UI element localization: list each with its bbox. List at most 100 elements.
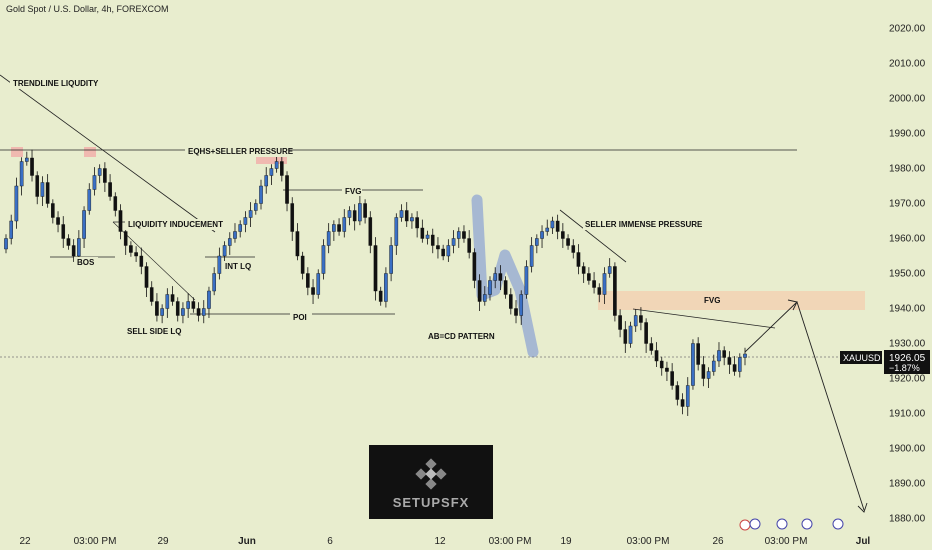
event-flag-icon bbox=[832, 518, 844, 530]
candle-bull bbox=[633, 315, 638, 327]
candle-bear bbox=[71, 245, 76, 257]
candle-bull bbox=[389, 245, 393, 274]
x-tick-label: Jul bbox=[856, 536, 871, 547]
candle-bear bbox=[337, 224, 341, 232]
candle-bull bbox=[358, 203, 362, 222]
candle-bear bbox=[587, 273, 591, 281]
label-bos: BOS bbox=[77, 258, 95, 267]
candle-bull bbox=[40, 182, 45, 197]
candle-bull bbox=[9, 220, 14, 239]
candle-bull bbox=[233, 231, 237, 239]
candle-bear bbox=[51, 203, 55, 218]
candle-bull bbox=[201, 308, 206, 316]
candle-bear bbox=[66, 238, 71, 246]
watermark-text: SETUPSFX bbox=[393, 495, 470, 510]
candle-bull bbox=[706, 371, 711, 379]
candle-bear bbox=[555, 220, 560, 232]
label-seller-pressure: SELLER IMMENSE PRESSURE bbox=[585, 220, 703, 229]
label-fvg-2: FVG bbox=[704, 296, 720, 305]
candle-bear bbox=[722, 350, 726, 358]
candle-bull bbox=[347, 210, 352, 218]
label-int-lq: INT LQ bbox=[225, 262, 251, 271]
candle-bear bbox=[61, 224, 66, 239]
label-trendline-liquidity: TRENDLINE LIQUDITY bbox=[13, 79, 99, 88]
chart-title: Gold Spot / U.S. Dollar, 4h, FOREXCOM bbox=[6, 4, 169, 14]
candle-bear bbox=[280, 161, 284, 176]
candle-bear bbox=[649, 343, 654, 351]
projection-arrow-up bbox=[787, 299, 798, 311]
candle-bear bbox=[103, 168, 107, 183]
candle-bull bbox=[482, 294, 487, 302]
projection-arrow-down bbox=[857, 502, 868, 513]
candle-bear bbox=[477, 280, 482, 302]
supply-marker bbox=[84, 147, 96, 157]
candle-bear bbox=[639, 315, 643, 323]
y-tick-label: 1990.00 bbox=[889, 129, 926, 140]
event-icons[interactable] bbox=[739, 518, 844, 531]
candle-bull bbox=[19, 161, 24, 187]
candle-bear bbox=[30, 157, 34, 176]
candle-bull bbox=[97, 168, 102, 176]
x-tick-label: 26 bbox=[712, 536, 724, 547]
candle-bull bbox=[628, 325, 633, 344]
candle-bear bbox=[462, 231, 466, 239]
candle-bear bbox=[118, 210, 123, 232]
candle-bear bbox=[108, 182, 112, 197]
y-tick-label: 1970.00 bbox=[889, 199, 926, 210]
candle-bull bbox=[212, 273, 216, 292]
candle-bear bbox=[363, 203, 367, 218]
candle-bear bbox=[113, 196, 118, 211]
candle-bear bbox=[618, 315, 622, 330]
time-axis: 22 03:00 PM 29 Jun 6 12 03:00 PM 19 03:00 PM 26 03… bbox=[19, 536, 870, 547]
candle-bull bbox=[14, 185, 19, 222]
x-tick-label: 22 bbox=[19, 536, 31, 547]
candle-bull bbox=[186, 301, 190, 309]
y-tick-label: 2020.00 bbox=[889, 24, 926, 35]
candle-bull bbox=[711, 360, 716, 372]
candle-bear bbox=[134, 252, 138, 257]
candle-bull bbox=[82, 210, 86, 239]
candle-bear bbox=[613, 266, 617, 316]
y-tick-label: 1960.00 bbox=[889, 234, 926, 245]
watermark-logo: SETUPSFX bbox=[369, 445, 493, 519]
candle-bear bbox=[581, 266, 586, 274]
candle-bear bbox=[404, 210, 409, 222]
candle-bull bbox=[217, 255, 222, 274]
x-tick-label: 03:00 PM bbox=[765, 536, 808, 547]
candle-bear bbox=[144, 266, 149, 288]
y-tick-label: 1920.00 bbox=[889, 374, 926, 385]
candle-bull bbox=[264, 175, 269, 187]
y-tick-label: 1910.00 bbox=[889, 409, 926, 420]
candle-bear bbox=[415, 217, 419, 229]
candle-bull bbox=[529, 245, 534, 267]
candle-bear bbox=[665, 367, 669, 372]
candle-bull bbox=[540, 231, 544, 239]
label-abcd: AB=CD PATTERN bbox=[428, 332, 495, 341]
candle-bear bbox=[368, 217, 373, 246]
candle-bull bbox=[181, 308, 185, 316]
candle-bull bbox=[446, 245, 451, 257]
label-fvg-1: FVG bbox=[345, 187, 361, 196]
x-tick-label: 6 bbox=[327, 536, 333, 547]
candle-bull bbox=[535, 238, 539, 246]
y-tick-label: 1900.00 bbox=[889, 444, 926, 455]
candle-bull bbox=[77, 238, 81, 257]
candle-bull bbox=[456, 231, 461, 239]
y-tick-label: 1940.00 bbox=[889, 304, 926, 315]
candle-bear bbox=[311, 287, 315, 295]
y-tick-label: 2010.00 bbox=[889, 59, 926, 70]
annotation-labels: TRENDLINE LIQUDITY EQHS+SELLER PRESSURE … bbox=[10, 78, 720, 341]
candle-bull bbox=[607, 266, 612, 274]
candle-bear bbox=[592, 280, 596, 288]
candle-bear bbox=[175, 301, 180, 316]
candle-bear bbox=[170, 294, 175, 302]
candle-bear bbox=[654, 350, 659, 362]
x-tick-label: Jun bbox=[238, 536, 256, 547]
candle-bear bbox=[35, 175, 40, 197]
candle-bull bbox=[602, 273, 607, 295]
candle-bear bbox=[155, 301, 159, 316]
price-tag-change: −1.87% bbox=[889, 363, 920, 373]
candle-bear bbox=[285, 175, 289, 204]
candle-bear bbox=[196, 308, 201, 316]
